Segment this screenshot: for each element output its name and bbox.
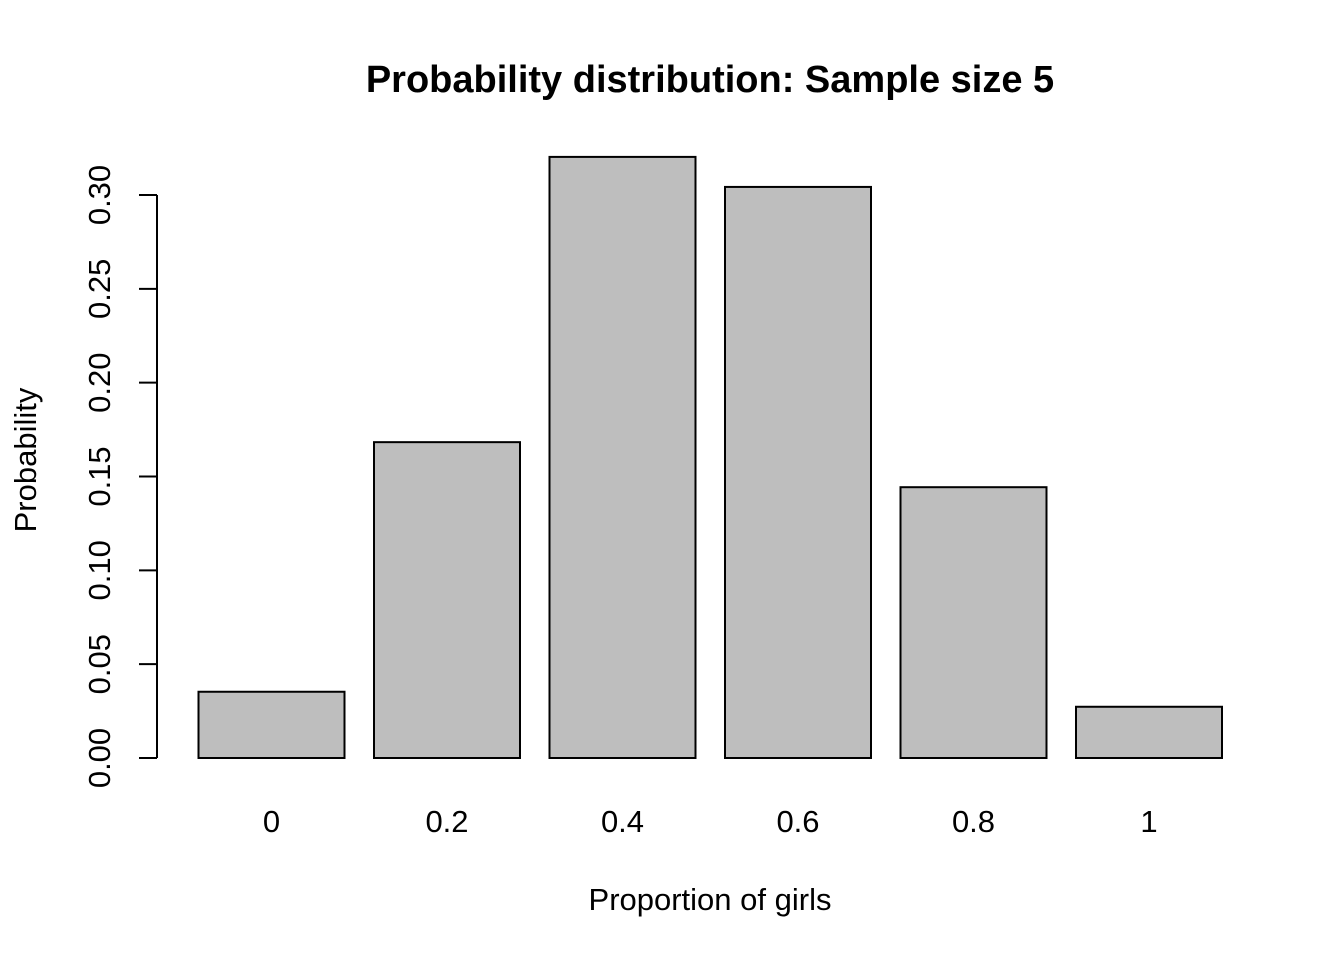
x-tick-labels: 0 0.2 0.4 0.6 0.8 1	[263, 804, 1158, 839]
bar-0.8	[899, 486, 1048, 759]
x-tick-label: 0.4	[601, 804, 644, 839]
y-tick-label: 0.25	[82, 259, 117, 319]
x-tick-label: 0.8	[952, 804, 995, 839]
x-tick-label: 0	[263, 804, 280, 839]
y-tick-label: 0.15	[82, 446, 117, 506]
y-tick-label: 0.20	[82, 352, 117, 412]
bars-group	[197, 155, 1223, 760]
chart-title: Probability distribution: Sample size 5	[366, 59, 1054, 101]
x-tick-label: 0.2	[425, 804, 468, 839]
bar-1	[1075, 705, 1223, 760]
y-axis: 0.00 0.05 0.10 0.15 0.20 0.25 0.30	[82, 165, 158, 788]
y-tick-label: 0.10	[82, 540, 117, 600]
x-tick-label: 0.6	[776, 804, 819, 839]
bar-0.2	[373, 441, 521, 759]
bar-0	[197, 690, 346, 759]
bar-0.4	[548, 155, 697, 759]
x-axis-label: Proportion of girls	[589, 882, 832, 917]
x-tick-label: 1	[1140, 804, 1157, 839]
y-tick-label: 0.05	[82, 634, 117, 694]
y-tick-label: 0.00	[82, 728, 117, 788]
y-tick-label: 0.30	[82, 165, 117, 225]
bar-0.6	[724, 185, 872, 759]
y-axis-label: Probability	[8, 387, 43, 532]
